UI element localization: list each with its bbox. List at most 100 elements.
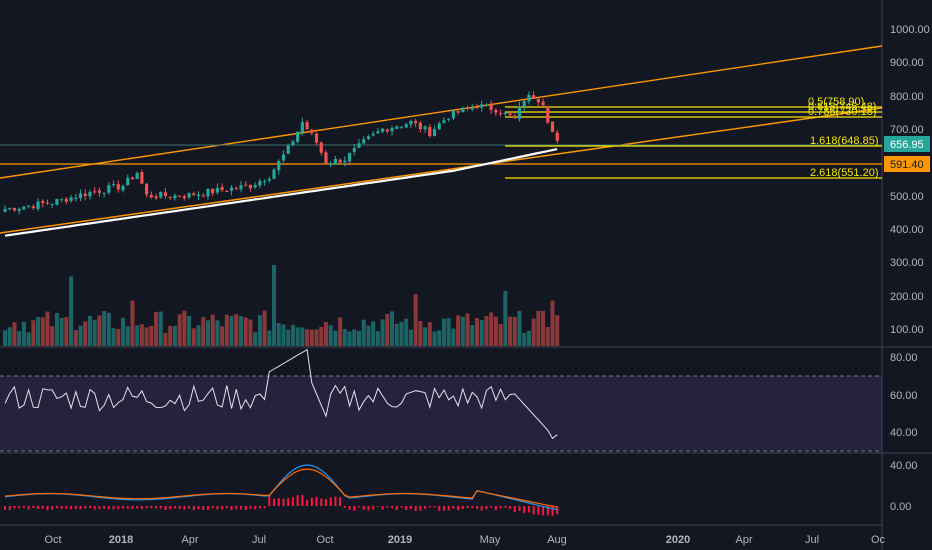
candle-body bbox=[121, 186, 125, 191]
candle-body bbox=[60, 198, 64, 200]
macd-histogram-bar bbox=[485, 506, 488, 510]
candle-body bbox=[432, 129, 437, 137]
candle-body bbox=[461, 107, 465, 113]
rsi-axis-tick: 60.00 bbox=[890, 390, 918, 402]
macd-histogram-bar bbox=[192, 506, 195, 511]
volume-bar bbox=[234, 314, 239, 346]
fibonacci-extension[interactable]: 0.5(758.90)0.618(745.48)0.786(730.18) 1.6… bbox=[505, 96, 882, 179]
candle-body bbox=[437, 123, 441, 130]
candle-body bbox=[517, 106, 522, 119]
candlesticks bbox=[3, 91, 559, 215]
volume-bar bbox=[423, 327, 428, 346]
candle-body bbox=[423, 126, 427, 130]
volume-bar bbox=[465, 313, 470, 346]
candle-body bbox=[329, 163, 333, 166]
candle-body bbox=[555, 132, 559, 141]
volume-bar bbox=[404, 318, 409, 346]
fib-level-label: 0.786(730.18) bbox=[808, 106, 877, 118]
volume-bar bbox=[276, 323, 281, 346]
macd-histogram-bar bbox=[46, 506, 49, 510]
candle-body bbox=[182, 196, 186, 199]
candle-body bbox=[69, 197, 73, 201]
macd-histogram-bar bbox=[480, 506, 483, 511]
candle-body bbox=[140, 172, 144, 184]
time-axis[interactable]: Oct 2018 Apr Jul Oct 2019 May Aug 2020 Apr Jul Oc bbox=[44, 534, 885, 546]
candle-body bbox=[97, 190, 101, 193]
volume-bar bbox=[168, 325, 173, 346]
candle-body bbox=[513, 115, 517, 118]
price-axis-tick: 700.00 bbox=[890, 124, 924, 136]
candle-body bbox=[541, 101, 545, 106]
candle-body bbox=[154, 196, 158, 199]
candle-body bbox=[31, 206, 35, 209]
volume-bar bbox=[253, 332, 258, 346]
macd-histogram-bar bbox=[381, 506, 384, 510]
volume-bar bbox=[243, 317, 248, 346]
candle-body bbox=[310, 129, 314, 134]
macd-histogram-bar bbox=[79, 506, 82, 510]
volume-bar bbox=[347, 331, 352, 346]
candle-body bbox=[93, 191, 97, 193]
macd-histogram-bar bbox=[268, 495, 271, 506]
candle-body bbox=[196, 194, 201, 197]
candle-body bbox=[395, 126, 399, 129]
candle-body bbox=[343, 160, 347, 163]
volume-bar bbox=[290, 324, 295, 346]
candle-body bbox=[314, 133, 319, 143]
candle-body bbox=[366, 136, 371, 139]
candle-body bbox=[385, 129, 389, 132]
macd-histogram-bar bbox=[140, 506, 143, 510]
candle-body bbox=[527, 94, 531, 102]
macd-histogram-bar bbox=[546, 506, 549, 516]
volume-bar bbox=[512, 317, 517, 346]
macd-histogram-bar bbox=[476, 506, 478, 509]
candle-body bbox=[74, 198, 78, 200]
macd-histogram-bar bbox=[225, 506, 228, 509]
current-price-tag-text: 656.95 bbox=[890, 139, 924, 151]
price-axis-tick: 800.00 bbox=[890, 91, 924, 103]
macd-histogram-bar bbox=[306, 499, 309, 506]
macd-histogram-bar bbox=[145, 506, 148, 509]
candle-body bbox=[494, 110, 498, 113]
macd-histogram-bar bbox=[221, 506, 224, 510]
macd-histogram-bar bbox=[112, 506, 115, 510]
trend-channel[interactable] bbox=[0, 45, 883, 234]
candle-body bbox=[22, 206, 26, 210]
macd-histogram-bar bbox=[556, 506, 559, 515]
candle-body bbox=[64, 198, 68, 202]
volume-bar bbox=[69, 276, 74, 346]
macd-histogram-bar bbox=[353, 506, 356, 511]
volume-bar bbox=[229, 316, 234, 346]
volume-bar bbox=[191, 328, 196, 346]
macd-histogram-bar bbox=[348, 506, 351, 510]
candle-body bbox=[465, 107, 470, 109]
macd-histogram-bar bbox=[452, 506, 455, 509]
volume-bar bbox=[12, 322, 17, 346]
macd-histogram-bar bbox=[197, 506, 200, 510]
candle-body bbox=[550, 121, 555, 133]
macd-histogram-bar bbox=[178, 506, 181, 510]
macd-histogram-bar bbox=[107, 506, 110, 510]
volume-bar bbox=[408, 329, 413, 346]
price-axis-tick: 500.00 bbox=[890, 191, 924, 203]
rsi-pane bbox=[0, 348, 882, 452]
candle-body bbox=[102, 192, 106, 194]
candle-body bbox=[376, 131, 380, 134]
candle-body bbox=[45, 202, 50, 204]
macd-histogram-bar bbox=[235, 506, 238, 510]
volume-bar bbox=[385, 313, 390, 346]
macd-histogram-bar bbox=[447, 506, 450, 511]
macd-histogram-bar bbox=[173, 506, 176, 509]
macd-histogram-bar bbox=[400, 506, 403, 508]
time-axis-tick: Oct bbox=[316, 534, 333, 546]
macd-histogram-bar bbox=[150, 506, 153, 509]
candle-body bbox=[107, 185, 111, 193]
candle-body bbox=[442, 120, 446, 123]
time-axis-tick: Jul bbox=[805, 534, 819, 546]
macd-histogram-bar bbox=[202, 506, 205, 511]
macd-histogram-bar bbox=[273, 498, 276, 506]
volume-bar bbox=[210, 314, 215, 346]
macd-histogram-bar bbox=[428, 506, 431, 508]
macd-histogram-bar bbox=[136, 506, 139, 509]
